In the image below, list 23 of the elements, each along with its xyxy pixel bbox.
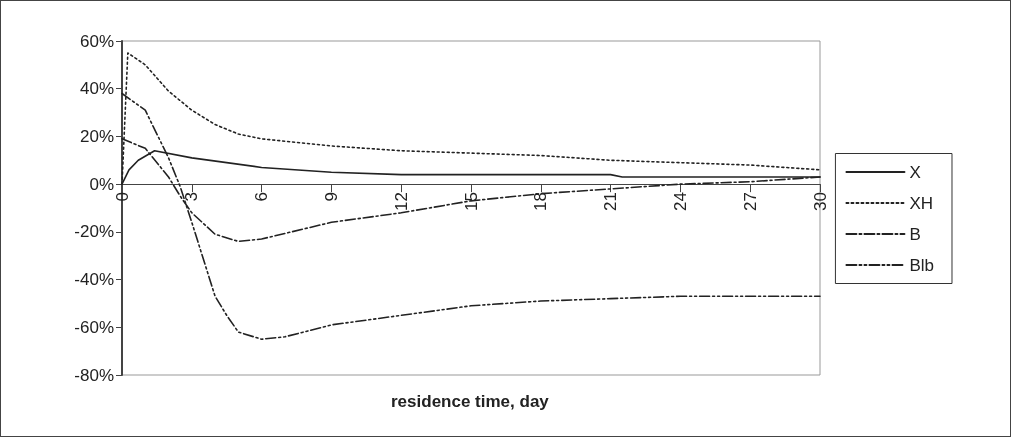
legend-label: Blb xyxy=(909,255,935,275)
x-tick-label: 24 xyxy=(670,192,690,212)
legend-label: X xyxy=(909,162,921,182)
y-tick-label: -40% xyxy=(74,270,114,290)
x-tick-label: 30 xyxy=(810,192,830,212)
y-tick-label: -80% xyxy=(74,365,114,385)
y-tick-label: 40% xyxy=(79,79,114,99)
legend-label: XH xyxy=(909,193,934,213)
x-tick-label: 21 xyxy=(601,192,621,212)
x-tick-label: 27 xyxy=(740,192,760,212)
legend-label: B xyxy=(909,224,921,244)
x-tick-label: 3 xyxy=(182,192,202,202)
x-tick-label: 12 xyxy=(391,192,411,212)
x-tick-label: 0 xyxy=(112,192,132,202)
y-tick-label: 20% xyxy=(79,126,114,146)
y-tick-label: 0% xyxy=(89,174,114,194)
y-tick-label: 60% xyxy=(79,31,114,51)
y-tick-label: -60% xyxy=(74,317,114,337)
x-axis-title: residence time, day xyxy=(391,392,550,411)
x-tick-label: 9 xyxy=(321,192,341,202)
y-tick-label: -20% xyxy=(74,222,114,242)
x-tick-label: 6 xyxy=(252,192,272,202)
x-tick-label: 15 xyxy=(461,192,481,212)
